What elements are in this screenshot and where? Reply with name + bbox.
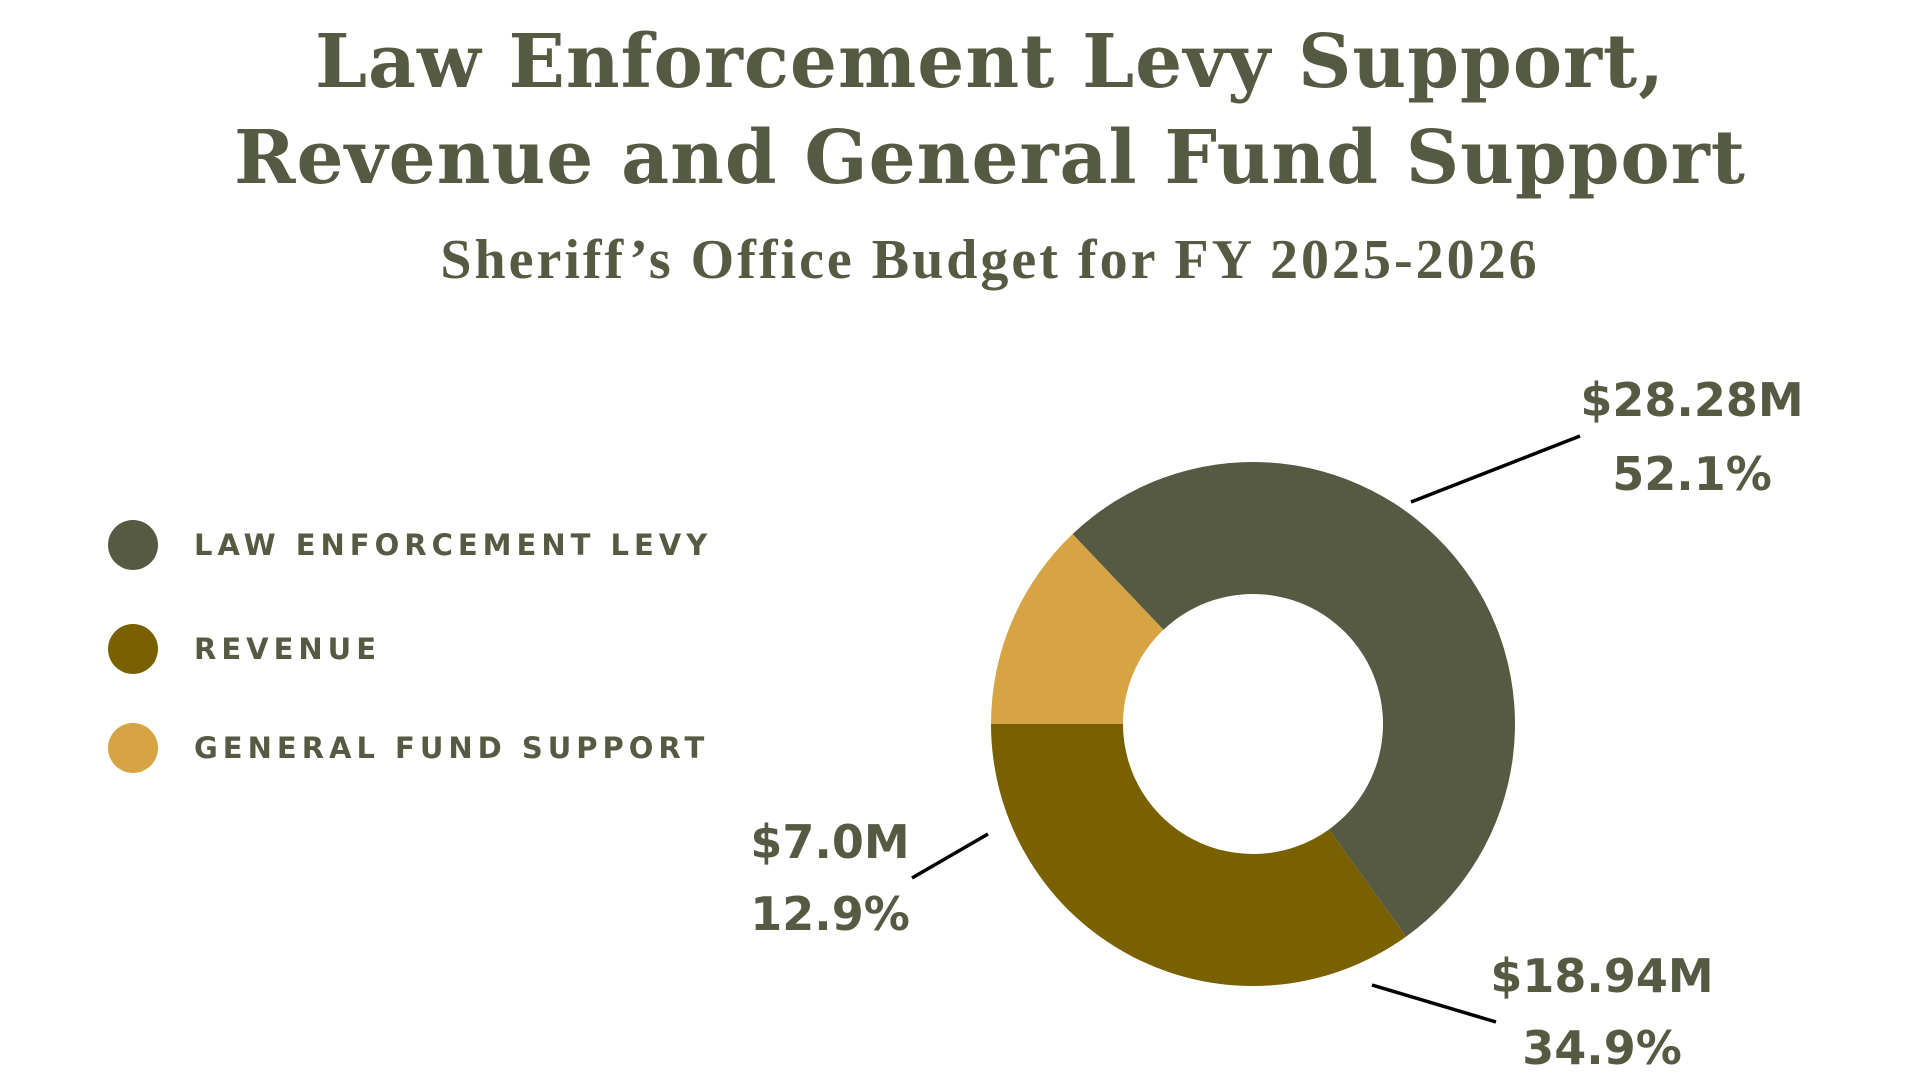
- data-label-amount-revenue: $18.94M: [1490, 949, 1713, 1003]
- data-label-percent-revenue: 34.9%: [1522, 1021, 1682, 1075]
- legend-label-revenue: REVENUE: [194, 632, 382, 666]
- slice-law-enforcement-levy: [1072, 461, 1516, 937]
- legend-item-revenue: REVENUE: [108, 624, 808, 674]
- legend-swatch-law-enforcement-levy: [108, 520, 158, 570]
- data-label-percent-general-fund-support: 12.9%: [750, 887, 910, 941]
- data-label-amount-law-enforcement-levy: $28.28M: [1580, 373, 1803, 427]
- legend-label-law-enforcement-levy: LAW ENFORCEMENT LEVY: [194, 528, 713, 562]
- leader-line-revenue: [1371, 983, 1497, 1024]
- legend-item-law-enforcement-levy: LAW ENFORCEMENT LEVY: [108, 520, 808, 570]
- subtitle: Sheriff’s Office Budget for FY 2025-2026: [440, 229, 1540, 291]
- leader-line-law-enforcement-levy: [1410, 434, 1581, 504]
- legend-swatch-general-fund-support: [108, 723, 158, 773]
- legend-swatch-revenue: [108, 624, 158, 674]
- data-label-percent-law-enforcement-levy: 52.1%: [1612, 447, 1772, 501]
- slice-revenue: [991, 724, 1407, 986]
- slice-general-fund-support: [991, 534, 1164, 724]
- title-line-1: Law Enforcement Levy Support,: [315, 19, 1665, 105]
- leader-line-general-fund-support: [911, 832, 989, 880]
- title-line-2: Revenue and General Fund Support: [234, 115, 1746, 201]
- legend-label-general-fund-support: GENERAL FUND SUPPORT: [194, 731, 710, 765]
- data-label-amount-general-fund-support: $7.0M: [750, 815, 909, 869]
- legend-item-general-fund-support: GENERAL FUND SUPPORT: [108, 723, 808, 773]
